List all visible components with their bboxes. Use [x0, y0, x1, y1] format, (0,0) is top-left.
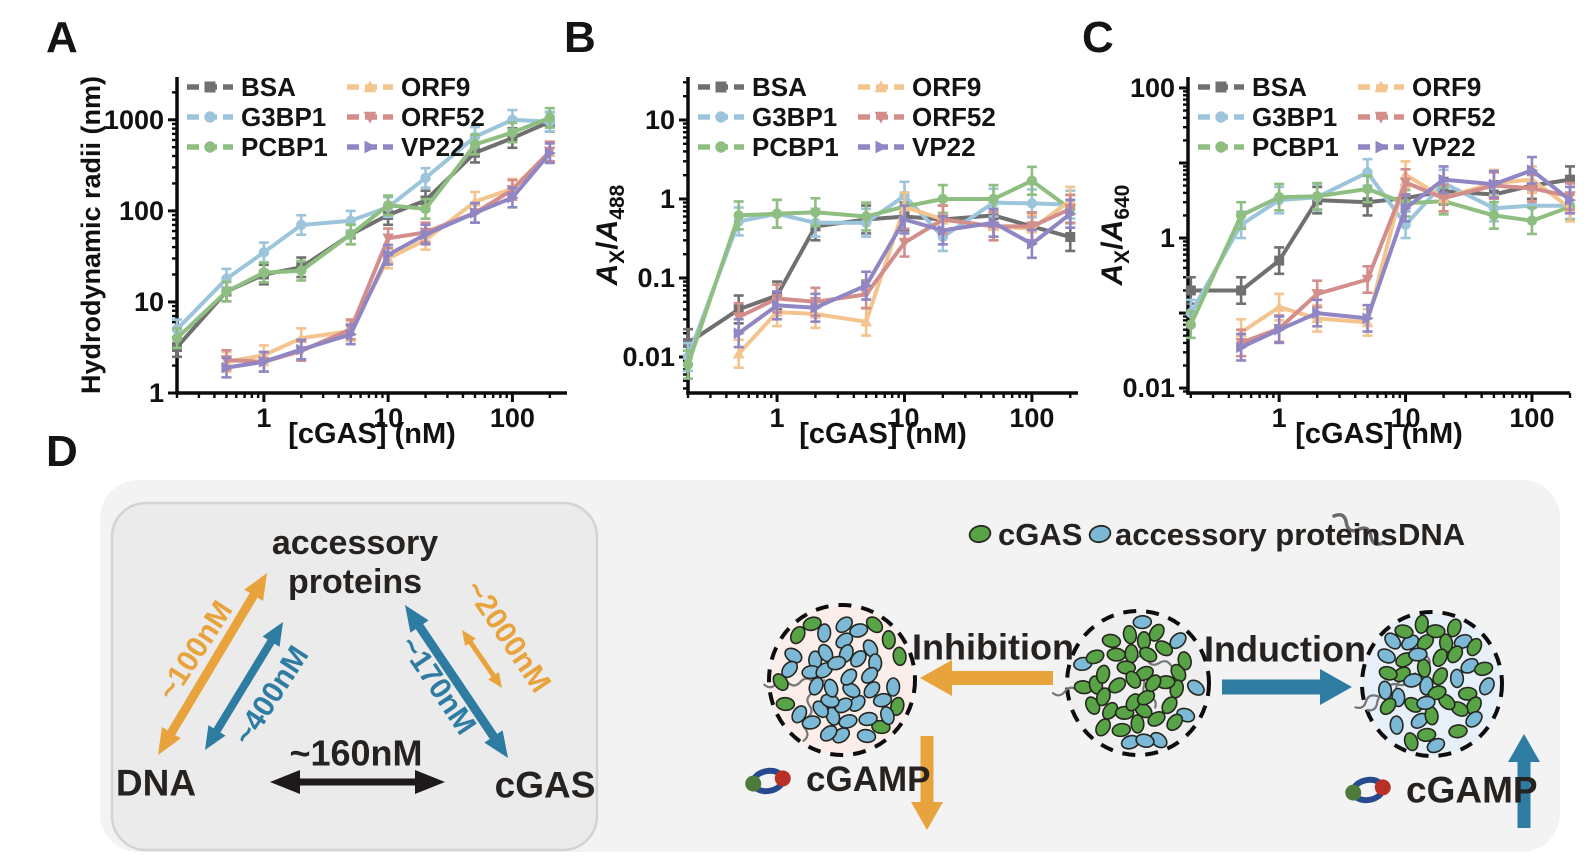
cgamp-right-label: cGAMP — [1406, 769, 1538, 811]
chart-ax-a640: 1 10 100 0.01 1 100 [cGAS] (nM) AX/A640 BSAG3BP1… — [1096, 72, 1577, 450]
svg-text:0.1: 0.1 — [637, 263, 675, 293]
svg-text:ORF9: ORF9 — [1412, 72, 1481, 102]
arrow-dna-accessory-teal — [205, 622, 283, 750]
svg-text:VP22: VP22 — [401, 132, 465, 162]
panel-c-label: C — [1082, 13, 1114, 62]
svg-text:1: 1 — [770, 403, 785, 433]
svg-text:1000: 1000 — [104, 105, 164, 135]
series-PCBP1 — [171, 106, 556, 350]
cgamp-right-icon — [1345, 776, 1391, 804]
mixed-condensate — [1354, 610, 1504, 758]
svg-text:G3BP1: G3BP1 — [1252, 102, 1337, 132]
svg-text:10: 10 — [373, 403, 403, 433]
svg-text:0.01: 0.01 — [1122, 373, 1175, 403]
cgas-node-label: cGAS — [494, 764, 596, 806]
panel-b-label: B — [564, 13, 596, 62]
dna-node-label: DNA — [115, 762, 197, 804]
svg-text:PCBP1: PCBP1 — [1252, 132, 1339, 162]
svg-text:VP22: VP22 — [912, 132, 976, 162]
accessory-proteins-node-label: accessory proteins — [271, 523, 439, 601]
svg-text:100: 100 — [1509, 403, 1554, 433]
svg-text:ORF52: ORF52 — [1412, 102, 1496, 132]
y-axis-label: AX/A640 — [1096, 185, 1134, 287]
svg-text:10: 10 — [889, 403, 919, 433]
svg-text:1: 1 — [149, 378, 164, 408]
svg-text:0.01: 0.01 — [622, 342, 675, 372]
cgas-dna-condensate — [1051, 609, 1211, 757]
svg-text:1: 1 — [1160, 223, 1175, 253]
svg-text:VP22: VP22 — [1412, 132, 1476, 162]
svg-text:1: 1 — [256, 403, 271, 433]
legend-dna-icon — [1332, 512, 1385, 546]
axes: 1 10 100 0.01 1 100 — [1122, 73, 1572, 433]
arrow-accessory-cgas-teal — [405, 605, 508, 758]
svg-text:G3BP1: G3BP1 — [241, 102, 326, 132]
svg-text:100: 100 — [1130, 73, 1175, 103]
svg-text:ORF9: ORF9 — [401, 72, 470, 102]
cgamp-decrease-arrow — [911, 736, 943, 830]
accessory-rich-condensate — [763, 603, 917, 757]
svg-text:G3BP1: G3BP1 — [752, 102, 837, 132]
chart-hydrodynamic-radii: 1 10 100 1 10 100 1000 [cGAS] (nM) Hydrodynamic … — [76, 72, 567, 450]
legend-cgas-label: cGAS — [998, 517, 1083, 553]
arrow-dna-cgas-black — [270, 770, 445, 794]
svg-text:ORF52: ORF52 — [401, 102, 485, 132]
svg-text:BSA: BSA — [1252, 72, 1307, 102]
axes: 1 10 100 1 10 100 1000 — [104, 77, 567, 433]
svg-text:1: 1 — [660, 184, 675, 214]
arrow-dna-accessory-orange — [158, 573, 267, 755]
x-axis-label: [cGAS] (nM) — [799, 418, 967, 450]
svg-text:100: 100 — [119, 196, 164, 226]
svg-text:100: 100 — [1009, 403, 1054, 433]
series-VP22 — [1236, 155, 1577, 362]
cgamp-left-label: cGAMP — [806, 759, 931, 799]
inhibition-arrow — [920, 660, 1053, 696]
arrow-accessory-cgas-orange — [462, 630, 502, 688]
svg-text:ORF9: ORF9 — [912, 72, 981, 102]
svg-text:100: 100 — [490, 403, 535, 433]
inhibition-label: Inhibition — [912, 626, 1074, 668]
cgamp-left-icon — [745, 767, 791, 795]
induction-label: Induction — [1204, 628, 1366, 670]
series-VP22 — [733, 198, 1077, 349]
induction-arrow — [1222, 669, 1352, 705]
legend-dna-label: DNA — [1398, 517, 1466, 553]
svg-text:BSA: BSA — [752, 72, 807, 102]
svg-text:1: 1 — [1272, 403, 1287, 433]
x-axis-label: [cGAS] (nM) — [1295, 418, 1463, 450]
legend-accessory-icon — [1088, 524, 1112, 544]
svg-text:PCBP1: PCBP1 — [241, 132, 328, 162]
affinity-triangle-box — [110, 501, 599, 852]
svg-text:10: 10 — [134, 287, 164, 317]
y-axis-label: AX/A488 — [591, 184, 629, 286]
y-axis-label: Hydrodynamic radii (nm) — [76, 76, 106, 394]
panel-a-label: A — [46, 13, 78, 62]
svg-text:BSA: BSA — [241, 72, 296, 102]
legend-cgas-icon — [968, 524, 992, 544]
legend-accessory-label: accessory proteins — [1115, 517, 1398, 553]
svg-text:ORF52: ORF52 — [912, 102, 996, 132]
svg-text:10: 10 — [1391, 403, 1421, 433]
series-VP22 — [221, 142, 557, 379]
kd-dna-cgas-label: ~160nM — [289, 732, 423, 774]
svg-text:10: 10 — [645, 105, 675, 135]
cgamp-increase-arrow — [1508, 734, 1540, 828]
panel-d-artwork — [100, 480, 1560, 852]
x-axis-label: [cGAS] (nM) — [288, 418, 456, 450]
svg-text:PCBP1: PCBP1 — [752, 132, 839, 162]
panel-d-label: D — [46, 427, 78, 476]
